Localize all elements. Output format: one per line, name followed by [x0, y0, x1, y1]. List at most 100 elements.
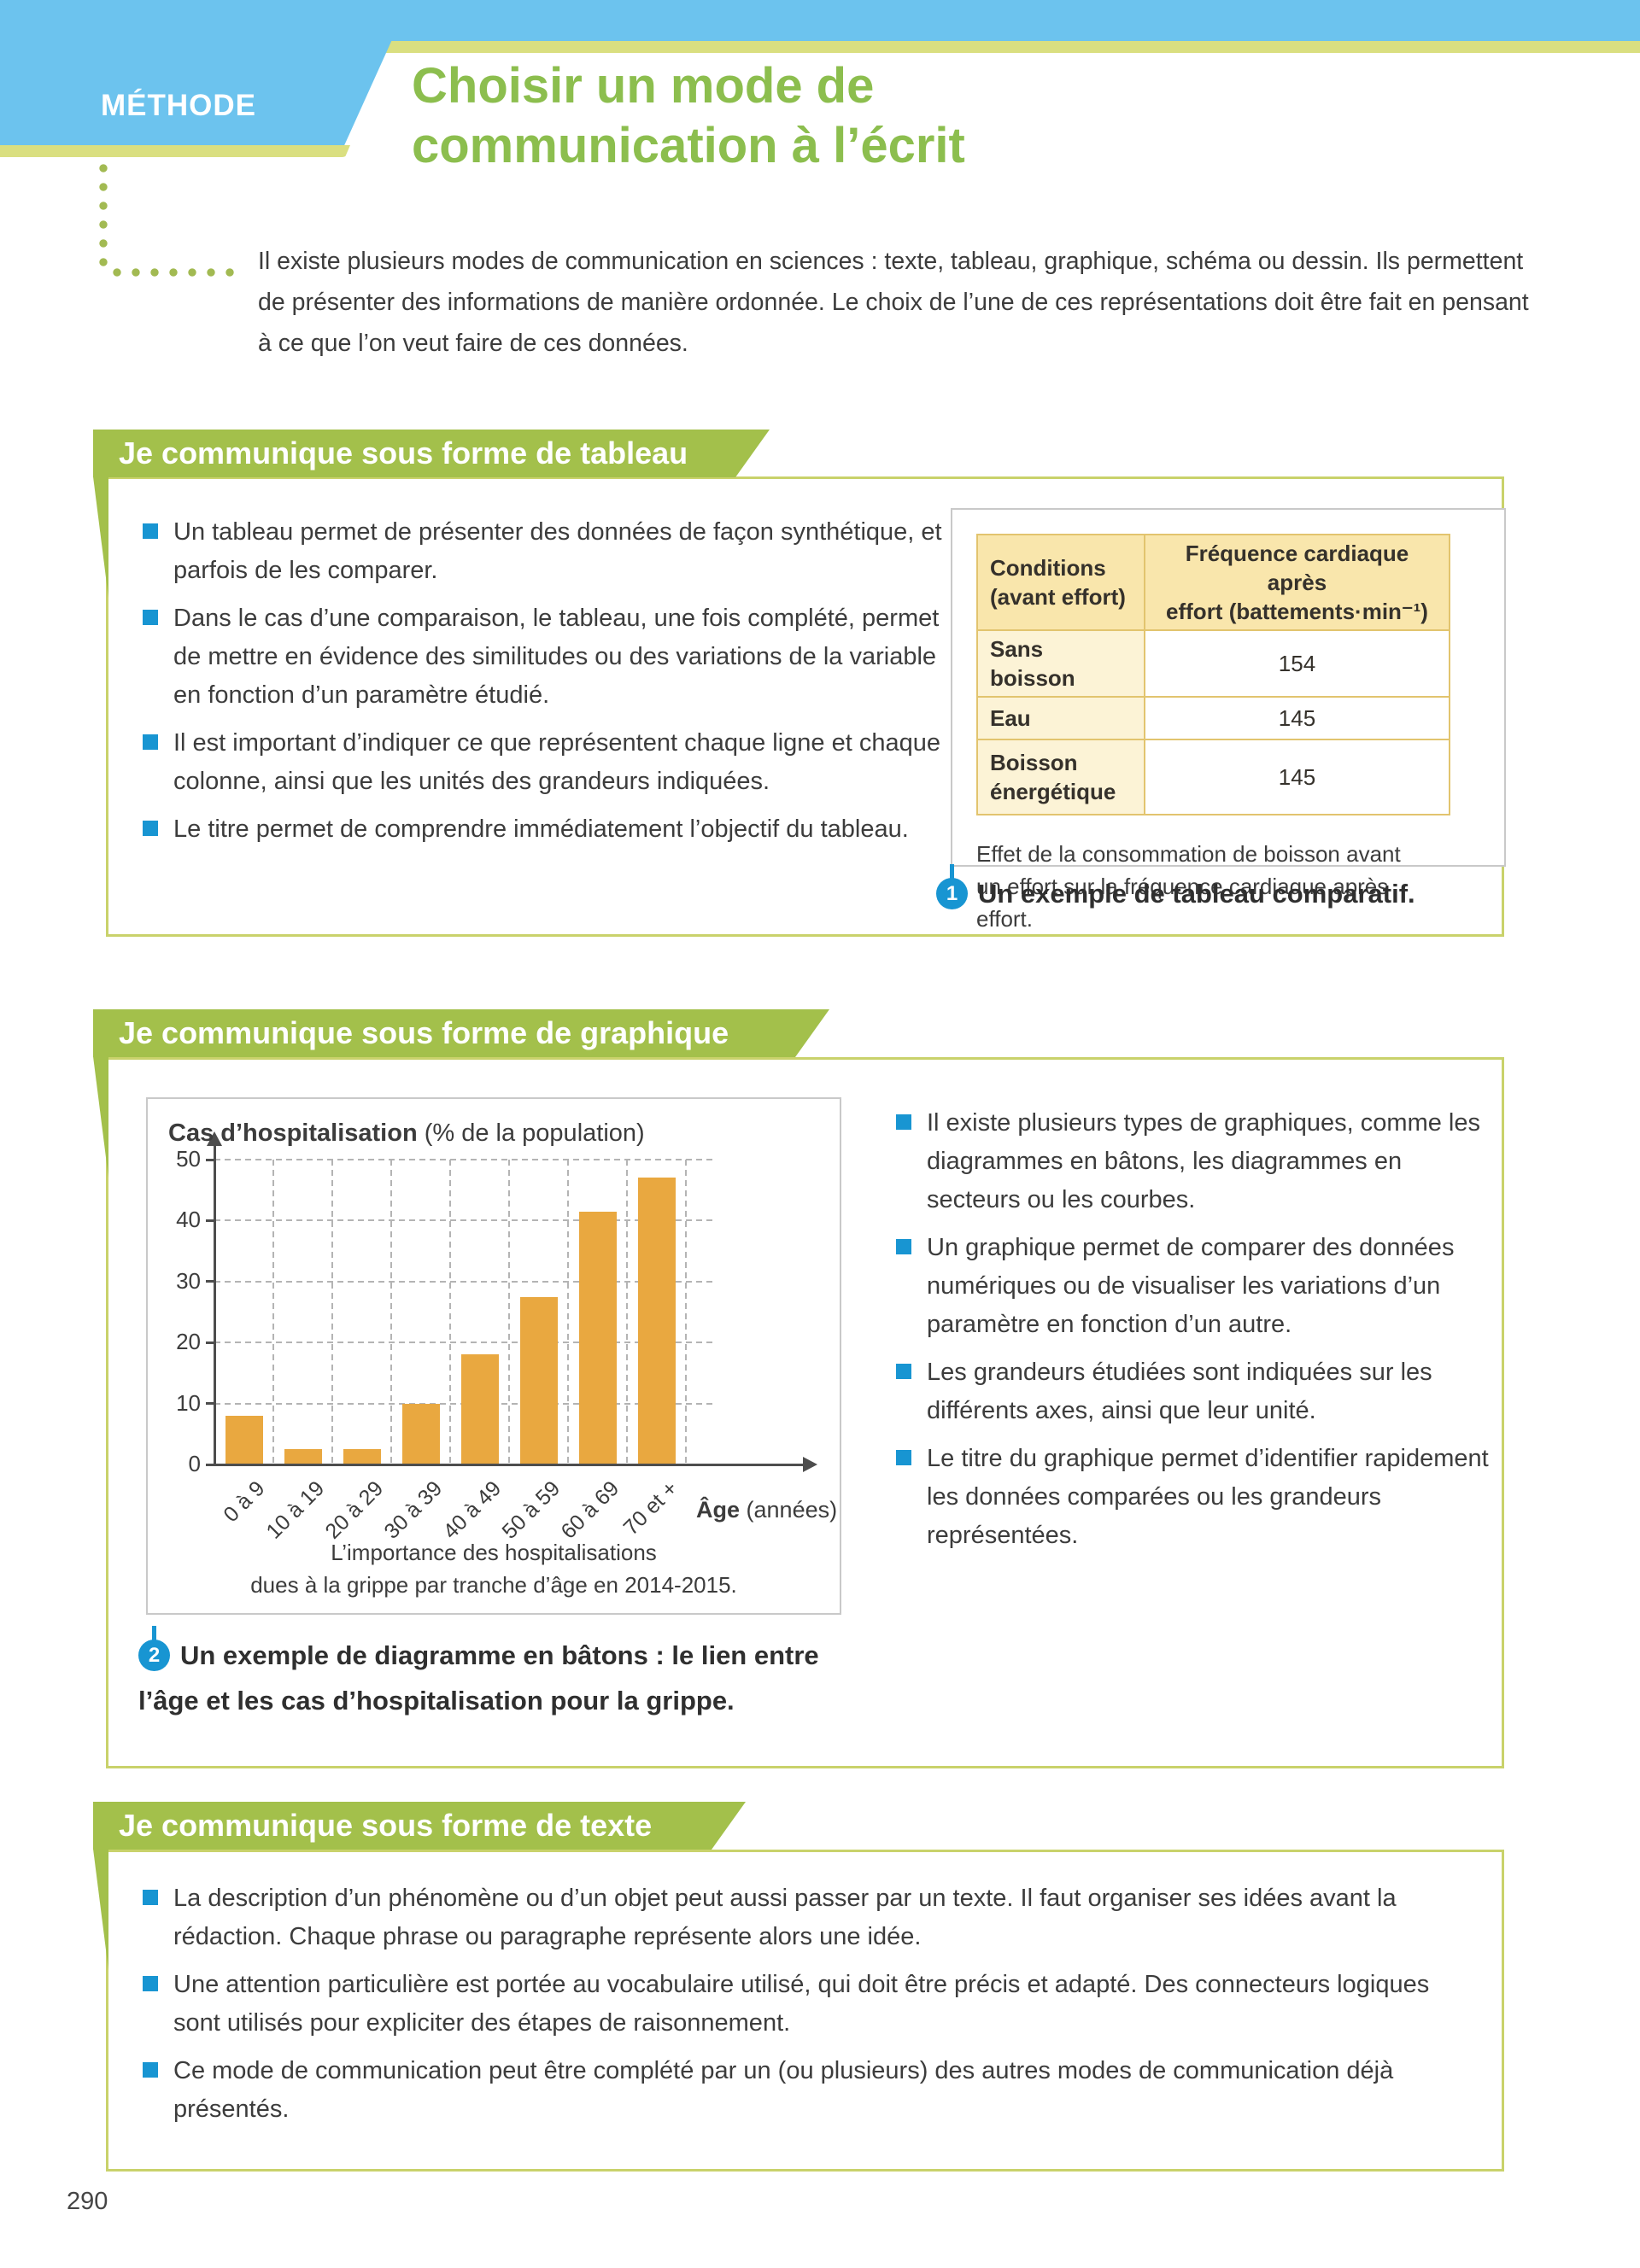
y-axis-tick	[206, 1158, 214, 1161]
chart-title-unit: (% de la population)	[424, 1119, 645, 1147]
section-texte-banner-label: Je communique sous forme de texte	[119, 1808, 653, 1843]
bar-70 et +	[637, 1178, 676, 1464]
bar-10 à 19	[284, 1449, 322, 1464]
bullet-item: Un tableau permet de présenter des donné…	[143, 513, 942, 590]
table-row: Sans boisson 154	[976, 629, 1450, 698]
bullet-item: Il existe plusieurs types de graphiques,…	[896, 1104, 1494, 1219]
y-axis-tick-label: 10	[176, 1389, 201, 1416]
figure-2-number-badge: 2	[138, 1626, 170, 1671]
table-header-cell: Conditions (avant effort)	[976, 534, 1145, 631]
figure-2-caption: 2 Un exemple de diagramme en bâtons : le…	[138, 1626, 882, 1723]
decorative-dots-vertical	[99, 164, 108, 266]
section-texte-box: La description d’un phénomène ou d’un ob…	[106, 1850, 1504, 2172]
table-row-header-cell: Boisson énergétique	[976, 739, 1145, 815]
x-axis-tick-label: 60 à 69	[555, 1476, 624, 1544]
x-axis-title: Âge (années)	[696, 1497, 837, 1523]
page-title-line1: Choisir un mode de	[412, 58, 875, 114]
gridline-horizontal	[214, 1280, 715, 1283]
table-value-cell: 154	[1144, 629, 1450, 698]
gridline-vertical	[331, 1160, 333, 1464]
table-inner-caption: Effet de la consommation de boisson avan…	[976, 841, 1401, 932]
bullet-item: Les grandeurs étudiées sont indiquées su…	[896, 1353, 1494, 1430]
chart-title: Cas d’hospitalisation (% de la populatio…	[168, 1119, 645, 1148]
x-axis-arrow-icon	[803, 1457, 817, 1472]
section-graphique-box: Cas d’hospitalisation (% de la populatio…	[106, 1057, 1504, 1768]
gridline-vertical	[626, 1160, 628, 1464]
page-number: 290	[67, 2188, 108, 2215]
page-title: Choisir un mode de communication à l’écri…	[412, 56, 965, 176]
x-axis	[214, 1463, 805, 1466]
table-row-header-cell: Eau	[976, 696, 1145, 740]
texte-bullet-list: La description d’un phénomène ou d’un ob…	[143, 1879, 1480, 2138]
y-axis-tick	[206, 1280, 214, 1283]
bar-0 à 9	[225, 1415, 263, 1464]
bar-50 à 59	[519, 1296, 558, 1464]
table-figure: Conditions (avant effort) Fréquence cardi…	[951, 508, 1506, 932]
y-axis-tick-label: 0	[188, 1451, 201, 1476]
y-axis	[213, 1145, 216, 1464]
intro-paragraph: Il existe plusieurs modes de communicati…	[258, 248, 1529, 357]
gridline-vertical	[567, 1160, 569, 1464]
y-axis-tick-label: 40	[176, 1207, 201, 1233]
bullet-item: Le titre permet de comprendre immédiatem…	[143, 810, 942, 849]
table-value-cell: 145	[1144, 739, 1450, 815]
tableau-bullet-list: Un tableau permet de présenter des donné…	[143, 513, 942, 858]
gridline-horizontal	[214, 1219, 715, 1222]
gridline-horizontal	[214, 1159, 715, 1160]
y-axis-tick	[206, 1219, 214, 1222]
gridline-vertical	[508, 1160, 510, 1464]
table-value-cell: 145	[1144, 696, 1450, 740]
table-row: Boisson énergétique 145	[976, 739, 1450, 815]
table-header-cell: Fréquence cardiaque après effort (battem…	[1144, 534, 1450, 631]
gridline-vertical	[272, 1160, 274, 1464]
x-axis-tick-label: 50 à 59	[496, 1476, 565, 1544]
page-title-line2: communication à l’écrit	[412, 118, 965, 173]
chart-title-main: Cas d’hospitalisation	[168, 1119, 418, 1147]
bullet-item: La description d’un phénomène ou d’un ob…	[143, 1879, 1480, 1956]
y-axis-tick	[206, 1341, 214, 1344]
bullet-item: Il est important d’indiquer ce que repré…	[143, 724, 942, 801]
gridline-vertical	[390, 1160, 392, 1464]
x-axis-title-main: Âge	[696, 1497, 741, 1523]
y-axis-tick-label: 20	[176, 1329, 201, 1355]
bar-20 à 29	[343, 1449, 381, 1464]
decorative-dots-horizontal	[113, 268, 244, 277]
x-axis-tick-label: 20 à 29	[319, 1476, 388, 1544]
section-graphique-banner: Je communique sous forme de graphique	[93, 1009, 829, 1057]
bar-chart-plot: 0 10 20 30 40 50 0 à 9 10 à 19 20 à 29 30 à 39 40 …	[148, 1099, 840, 1613]
x-axis-tick-label: 0 à 9	[218, 1476, 269, 1528]
bullet-item: Ce mode de communication peut être compl…	[143, 2052, 1480, 2129]
section-graphique-wedge	[93, 1056, 108, 1178]
methode-tab-underline	[0, 145, 350, 157]
gridline-vertical	[449, 1160, 451, 1464]
gridline-horizontal	[214, 1342, 715, 1344]
section-tableau-box: Un tableau permet de présenter des donné…	[106, 476, 1506, 937]
table-row: Eau 145	[976, 696, 1450, 740]
x-axis-title-unit: (années)	[746, 1497, 838, 1523]
bar-30 à 39	[401, 1403, 440, 1464]
y-axis-tick	[206, 1402, 214, 1406]
chart-figure: Cas d’hospitalisation (% de la populatio…	[146, 1097, 841, 1615]
table-row-header-cell: Sans boisson	[976, 629, 1145, 698]
graphique-bullet-list: Il existe plusieurs types de graphiques,…	[896, 1104, 1494, 1564]
x-axis-tick-label: 10 à 19	[261, 1476, 329, 1544]
section-tableau-wedge	[93, 476, 108, 598]
figure-1-caption: 1 Un exemple de tableau comparatif.	[936, 864, 1415, 916]
methode-label: MÉTHODE	[101, 89, 256, 122]
chart-inner-caption: L’importance des hospitalisations dues à…	[250, 1540, 737, 1598]
y-axis-tick-label: 50	[176, 1146, 201, 1172]
bar-60 à 69	[578, 1211, 617, 1464]
y-axis-arrow-icon	[207, 1131, 222, 1146]
y-axis-tick-label: 30	[176, 1267, 201, 1294]
bar-40 à 49	[460, 1354, 499, 1464]
methode-tab	[0, 0, 410, 145]
section-texte-banner: Je communique sous forme de texte	[93, 1802, 746, 1850]
section-graphique-banner-label: Je communique sous forme de graphique	[119, 1015, 729, 1050]
figure-1-number-badge: 1	[936, 864, 968, 909]
x-axis-tick-label: 70 et +	[618, 1476, 682, 1540]
figure-1-caption-text: Un exemple de tableau comparatif.	[978, 879, 1415, 909]
bullet-item: Le titre du graphique permet d’identifie…	[896, 1440, 1494, 1555]
header-yellow-band	[0, 41, 1640, 53]
gridline-vertical	[685, 1160, 687, 1464]
